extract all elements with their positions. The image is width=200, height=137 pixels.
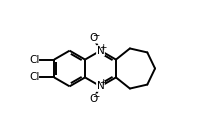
Text: −: − [92,91,99,100]
Text: +: + [99,78,106,87]
Text: N: N [96,46,104,56]
Text: Cl: Cl [29,72,39,82]
Text: Cl: Cl [29,55,39,65]
Text: O: O [89,94,97,104]
Text: +: + [99,43,106,52]
Text: O: O [89,33,97,43]
Text: N: N [96,81,104,91]
Text: −: − [92,30,99,39]
